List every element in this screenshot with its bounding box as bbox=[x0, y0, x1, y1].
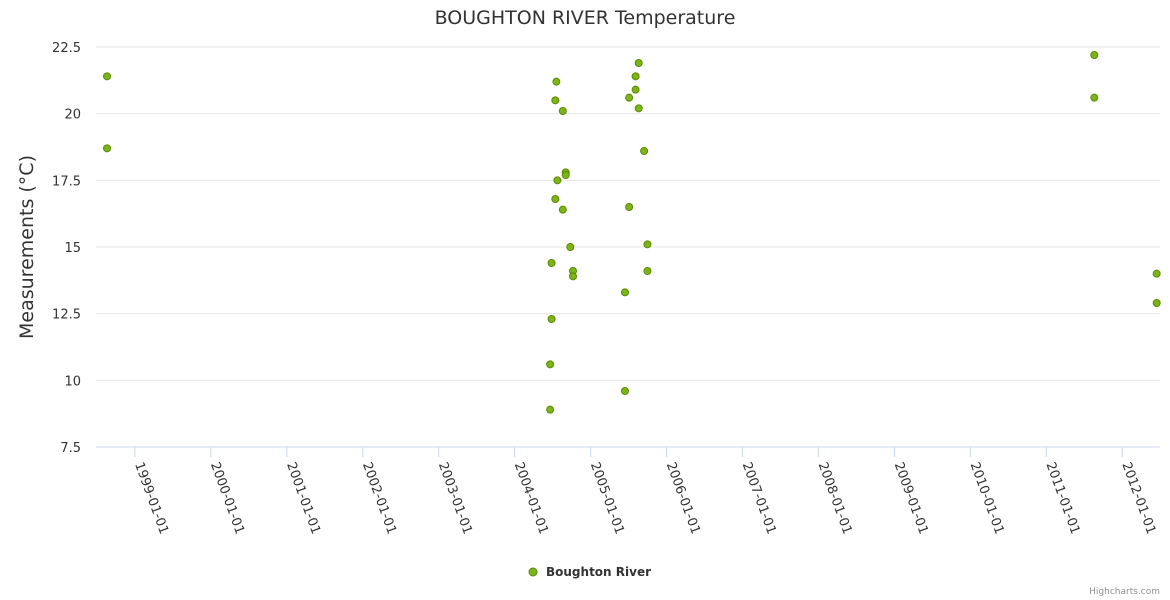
x-tick-label: 2010-01-01 bbox=[967, 460, 1007, 536]
legend-item[interactable]: Boughton River bbox=[528, 565, 651, 579]
y-tick-label: 10 bbox=[64, 374, 81, 389]
y-axis-label: Measurements (°C) bbox=[16, 155, 38, 339]
x-tick-label: 2007-01-01 bbox=[739, 460, 779, 536]
data-point bbox=[103, 72, 112, 81]
x-tick-label: 2000-01-01 bbox=[207, 460, 247, 536]
x-tick-label: 2006-01-01 bbox=[663, 460, 703, 536]
data-point bbox=[1090, 93, 1099, 102]
data-point bbox=[634, 59, 643, 67]
legend-marker bbox=[528, 567, 538, 577]
x-tick-label: 2012-01-01 bbox=[1118, 460, 1158, 536]
data-point bbox=[546, 405, 555, 414]
data-point bbox=[620, 387, 629, 395]
data-points bbox=[103, 51, 1161, 414]
data-point bbox=[643, 267, 652, 275]
grid-lines bbox=[96, 46, 1160, 381]
x-tick-label: 2005-01-01 bbox=[587, 460, 627, 536]
data-point bbox=[625, 203, 634, 211]
data-point bbox=[551, 96, 560, 105]
data-point bbox=[625, 93, 634, 102]
y-tick-label: 20 bbox=[64, 108, 81, 123]
data-point bbox=[553, 176, 562, 185]
y-tick-labels: 7.5 10 12.5 15 17.5 20 22.5 bbox=[52, 41, 81, 456]
data-point bbox=[547, 315, 556, 323]
x-tick-label: 2001-01-01 bbox=[283, 460, 323, 536]
data-point bbox=[1090, 51, 1099, 59]
x-tick-label: 2011-01-01 bbox=[1043, 460, 1083, 536]
data-point bbox=[1152, 299, 1161, 307]
data-point bbox=[631, 72, 640, 81]
data-point bbox=[547, 259, 556, 267]
y-tick-label: 12.5 bbox=[52, 308, 81, 323]
y-tick-label: 7.5 bbox=[60, 441, 81, 456]
data-point bbox=[103, 144, 112, 153]
x-tick-label: 2004-01-01 bbox=[511, 460, 551, 536]
data-point bbox=[634, 104, 643, 113]
data-point bbox=[546, 360, 555, 369]
y-tick-label: 22.5 bbox=[52, 41, 81, 56]
legend-label: Boughton River bbox=[546, 565, 651, 579]
x-tick-label: 1999-01-01 bbox=[131, 460, 171, 536]
chart-title: BOUGHTON RIVER Temperature bbox=[435, 7, 736, 29]
data-point bbox=[558, 107, 567, 115]
y-tick-label: 17.5 bbox=[52, 174, 81, 189]
data-point bbox=[1152, 269, 1161, 278]
data-point bbox=[558, 205, 567, 214]
x-tick-label: 2002-01-01 bbox=[359, 460, 399, 536]
data-point bbox=[569, 272, 578, 281]
data-point bbox=[640, 147, 649, 155]
data-point bbox=[551, 195, 560, 203]
x-tick-labels: 1999-01-01 2000-01-01 2001-01-01 2002-01-01… bbox=[131, 447, 1158, 536]
x-tick-label: 2009-01-01 bbox=[891, 460, 931, 536]
data-point bbox=[620, 288, 629, 297]
credits-link[interactable]: Highcharts.com bbox=[1089, 587, 1160, 597]
data-point bbox=[561, 171, 570, 179]
data-point bbox=[552, 77, 561, 86]
data-point bbox=[566, 243, 575, 251]
x-tick-label: 2008-01-01 bbox=[815, 460, 855, 536]
x-tick-label: 2003-01-01 bbox=[435, 460, 475, 536]
data-point bbox=[631, 85, 640, 94]
data-point bbox=[643, 240, 652, 249]
y-tick-label: 15 bbox=[64, 241, 81, 256]
